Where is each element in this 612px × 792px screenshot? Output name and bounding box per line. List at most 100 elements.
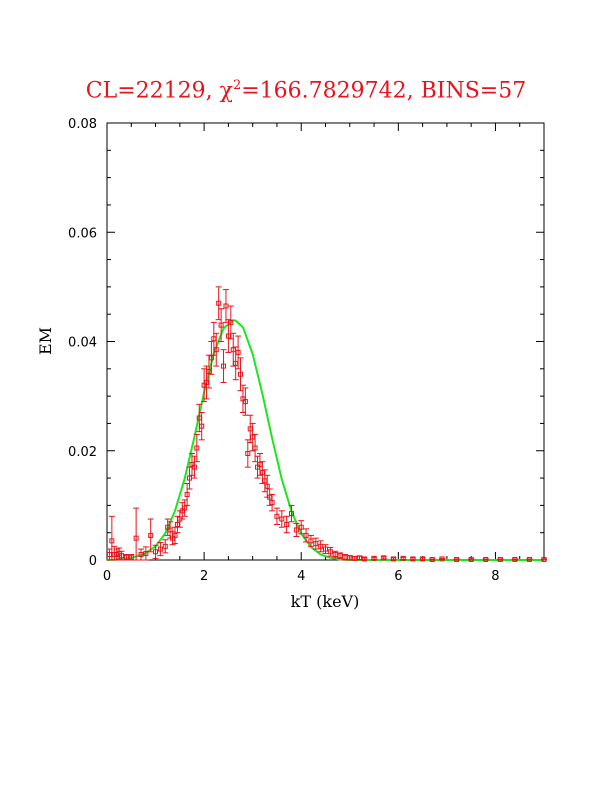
data-point: [128, 554, 135, 561]
point-marker: [143, 550, 149, 556]
point-marker: [235, 349, 241, 355]
data-points-layer: [106, 286, 547, 562]
point-marker: [252, 445, 258, 451]
data-point: [312, 537, 319, 550]
x-tick-label: 0: [103, 569, 111, 584]
x-tick-label: 2: [200, 569, 208, 584]
data-point: [137, 548, 144, 561]
data-point: [293, 522, 300, 538]
data-point: [157, 542, 164, 557]
y-tick-label: 0.02: [68, 445, 97, 460]
data-point: [269, 493, 276, 512]
data-point: [419, 556, 426, 562]
data-point: [322, 544, 329, 554]
point-marker: [148, 532, 154, 538]
data-point: [184, 483, 191, 506]
data-point: [191, 455, 198, 479]
plot-frame: [106, 122, 545, 561]
data-point: [541, 556, 547, 562]
data-point: [482, 556, 489, 562]
point-marker: [123, 554, 129, 560]
point-marker: [337, 553, 343, 559]
point-marker: [289, 511, 295, 517]
point-marker: [213, 347, 219, 353]
data-point: [147, 518, 154, 553]
data-point: [152, 544, 159, 559]
y-tick-label: 0.08: [68, 117, 97, 132]
data-point: [429, 556, 436, 562]
data-point: [283, 515, 290, 534]
point-marker: [327, 549, 333, 555]
point-marker: [400, 555, 406, 561]
data-point: [439, 556, 446, 562]
data-point: [181, 499, 188, 517]
point-marker: [119, 553, 125, 559]
point-marker: [439, 556, 445, 562]
point-marker: [284, 521, 290, 527]
point-marker: [109, 538, 115, 544]
chart-title: CL=22129, χ2=166.7829742, BINS=57: [85, 78, 527, 104]
x-tick-label: 6: [394, 569, 402, 584]
data-point: [526, 556, 533, 562]
point-marker: [352, 555, 358, 561]
point-marker: [410, 556, 416, 562]
point-marker: [172, 532, 178, 538]
point-marker: [347, 555, 353, 561]
data-point: [371, 555, 378, 561]
data-point: [468, 556, 475, 562]
point-marker: [153, 549, 159, 555]
data-point: [167, 521, 174, 539]
point-marker: [429, 556, 435, 562]
data-point: [273, 507, 280, 525]
data-point: [453, 556, 460, 562]
point-marker: [184, 491, 190, 497]
data-point: [332, 550, 339, 559]
data-point: [133, 507, 140, 561]
point-marker: [371, 555, 377, 561]
point-marker: [218, 322, 224, 328]
point-marker: [318, 543, 324, 549]
x-tick-label: 8: [491, 569, 499, 584]
x-axis-label: kT (keV): [291, 592, 360, 611]
point-marker: [420, 556, 426, 562]
data-point: [278, 510, 285, 528]
point-marker: [208, 355, 214, 361]
point-marker: [497, 556, 503, 562]
point-marker: [298, 524, 304, 530]
data-point: [298, 520, 305, 535]
point-marker: [342, 554, 348, 560]
data-point: [288, 504, 295, 523]
point-marker: [216, 300, 222, 306]
point-marker: [133, 535, 139, 541]
data-point: [244, 439, 251, 468]
point-marker: [313, 541, 319, 547]
point-marker: [194, 445, 200, 451]
point-marker: [361, 556, 367, 562]
axis-tick-labels: 0 2 4 6 8 0 0.02 0.04 0.06 0.08: [68, 117, 500, 584]
model-curve: [106, 319, 544, 561]
y-tick-label: 0.06: [68, 226, 97, 241]
data-point: [218, 308, 225, 342]
data-point: [390, 556, 397, 562]
point-marker: [483, 556, 489, 562]
point-marker: [279, 516, 285, 522]
point-marker: [390, 556, 396, 562]
data-point: [193, 433, 200, 463]
point-marker: [264, 483, 270, 489]
data-point: [307, 534, 314, 547]
data-point: [198, 412, 205, 441]
point-marker: [332, 552, 338, 558]
point-marker: [274, 513, 280, 519]
data-point: [142, 546, 149, 561]
axis-ticks: [106, 122, 545, 561]
point-marker: [526, 556, 532, 562]
data-point: [162, 539, 169, 554]
point-marker: [221, 363, 227, 369]
data-point: [380, 555, 387, 561]
point-marker: [269, 500, 275, 506]
data-point: [327, 546, 334, 557]
point-marker: [138, 552, 144, 558]
data-point: [215, 286, 222, 321]
data-point: [511, 556, 518, 562]
